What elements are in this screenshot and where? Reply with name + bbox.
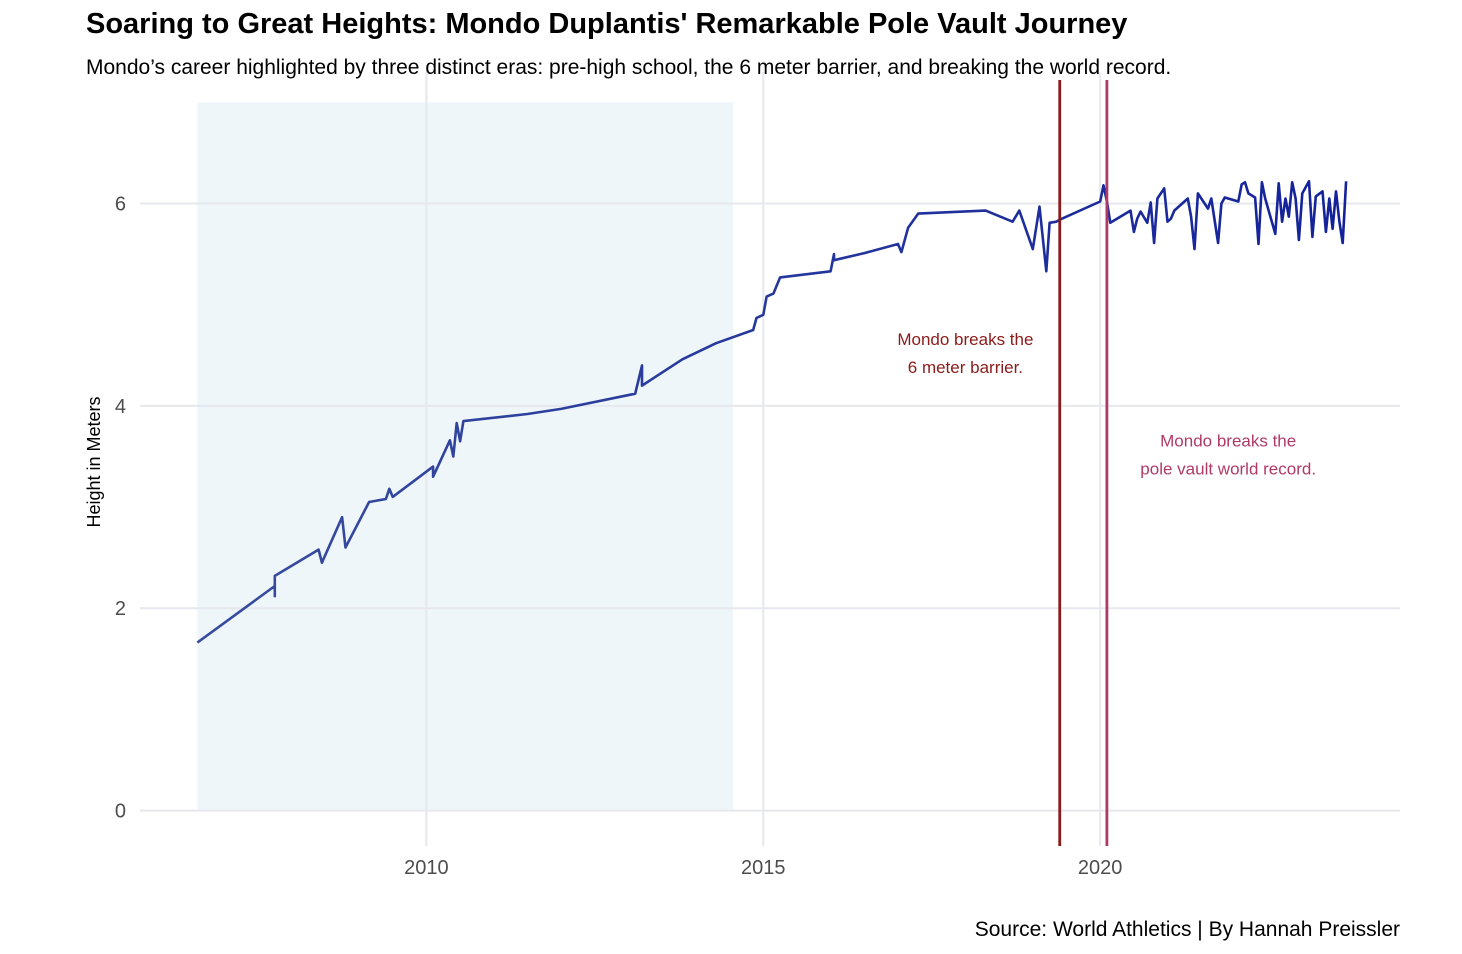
series-layer	[196, 180, 1348, 644]
vertical-markers	[1058, 80, 1109, 846]
x-tick-label: 2015	[741, 857, 786, 879]
annotation-line: 6 meter barrier.	[908, 358, 1023, 377]
background-layer	[197, 102, 733, 811]
x-tick-label: 2020	[1078, 857, 1123, 879]
series-line-0	[196, 180, 1348, 644]
annotation-1: Mondo breaks the pole vault world record.	[1140, 431, 1316, 478]
y-tick-label: 2	[115, 598, 126, 620]
y-axis-label: Height in Meters	[84, 396, 104, 527]
y-tick-label: 0	[115, 801, 126, 823]
annotation-line: Mondo breaks the	[897, 330, 1033, 349]
y-tick-label: 6	[115, 194, 126, 216]
labels-layer: 0 2 4 6 2010 2015 2020 Mondo breaks the 6 meter …	[115, 194, 1316, 879]
chart-subtitle: Mondo’s career highlighted by three dist…	[86, 56, 1172, 79]
annotation-line: Mondo breaks the	[1160, 431, 1296, 450]
annotation-0: Mondo breaks the 6 meter barrier.	[897, 330, 1033, 377]
source-caption: Source: World Athletics | By Hannah Prei…	[974, 918, 1400, 941]
annotation-line: pole vault world record.	[1140, 459, 1316, 478]
y-tick-label: 4	[115, 396, 126, 418]
x-tick-label: 2010	[404, 857, 449, 879]
chart-title: Soaring to Great Heights: Mondo Duplanti…	[86, 8, 1128, 40]
shaded-era-region	[197, 102, 733, 811]
